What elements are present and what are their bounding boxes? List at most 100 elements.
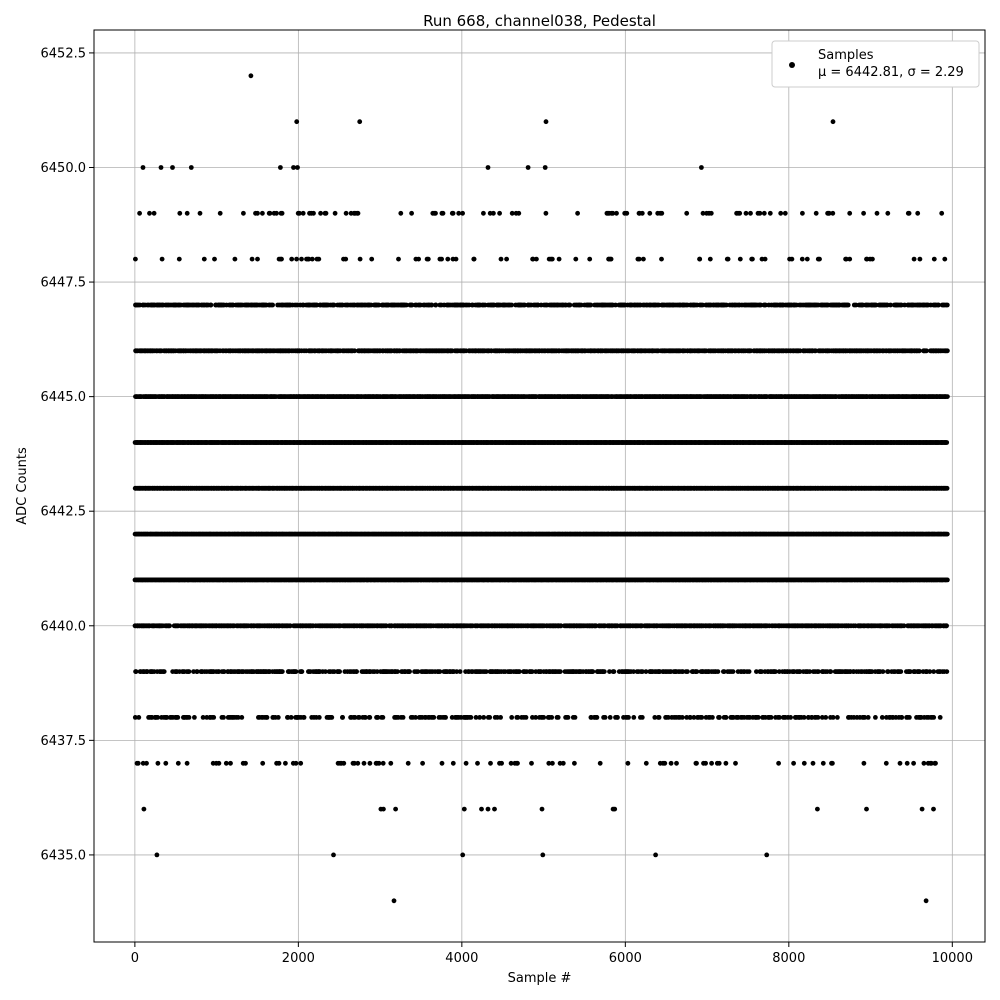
sample-point	[374, 669, 380, 674]
sample-point	[631, 715, 637, 720]
sample-point	[533, 715, 539, 720]
sample-point	[835, 715, 840, 720]
sample-point	[937, 715, 943, 720]
sample-point	[367, 760, 373, 766]
sample-point	[361, 760, 367, 766]
sample-point	[899, 715, 905, 720]
sample-point	[475, 760, 480, 766]
sample-point	[626, 715, 631, 720]
sample-point	[316, 715, 322, 720]
sample-point	[132, 715, 138, 720]
sample-point	[880, 669, 886, 674]
sample-point	[367, 715, 373, 720]
sample-point	[797, 669, 803, 674]
sample-point	[515, 715, 521, 720]
sample-point	[541, 715, 547, 720]
sample-point	[555, 715, 561, 720]
sample-point	[299, 669, 305, 674]
sample-point	[283, 760, 288, 766]
sample-point	[665, 715, 671, 720]
sample-point	[164, 715, 170, 720]
sample-point	[354, 669, 359, 674]
sample-point	[625, 760, 631, 766]
sample-point	[865, 715, 871, 720]
sample-point	[517, 669, 522, 674]
sample-point	[694, 669, 700, 674]
sample-point	[260, 760, 266, 766]
sample-point	[944, 531, 950, 537]
sample-point	[530, 715, 535, 720]
sample-point	[235, 715, 241, 720]
sample-point	[911, 760, 916, 766]
sample-point	[380, 715, 386, 720]
sample-point	[768, 715, 774, 720]
sample-point	[710, 715, 715, 720]
sample-point	[759, 669, 764, 674]
sample-point	[405, 760, 411, 766]
sample-point	[494, 715, 500, 720]
sample-point	[816, 669, 821, 674]
sample-point	[450, 760, 456, 766]
sample-point	[288, 715, 294, 720]
sample-point	[293, 760, 299, 766]
sample-point	[355, 760, 361, 766]
sample-point	[944, 623, 949, 629]
sample-point	[927, 669, 933, 674]
sample-point	[508, 760, 514, 766]
sample-point	[885, 669, 891, 674]
sample-point	[341, 760, 347, 766]
sample-point	[437, 669, 443, 674]
sample-point	[898, 669, 904, 674]
sample-point	[550, 760, 555, 766]
sample-point	[944, 669, 950, 674]
sample-point	[791, 760, 796, 766]
sample-point	[163, 760, 169, 766]
sample-point	[192, 715, 197, 720]
sample-point	[515, 760, 520, 766]
sample-point	[415, 669, 421, 674]
sample-point	[483, 669, 489, 674]
sample-point	[746, 669, 752, 674]
sample-point	[921, 760, 927, 766]
sample-point	[643, 760, 649, 766]
sample-point	[716, 760, 722, 766]
sample-point	[298, 760, 304, 766]
sample-point	[487, 715, 493, 720]
sample-point	[709, 760, 714, 766]
sample-point	[498, 715, 503, 720]
sample-point	[776, 760, 781, 766]
sample-point	[815, 715, 821, 720]
sample-point	[243, 760, 248, 766]
sample-point	[904, 760, 910, 766]
sample-point	[755, 715, 761, 720]
sample-point	[340, 715, 345, 720]
sample-point	[662, 760, 668, 766]
sample-point	[777, 715, 782, 720]
sample-point	[830, 760, 835, 766]
sample-point	[161, 669, 167, 674]
sample-point	[572, 715, 578, 720]
sample-point	[509, 715, 515, 720]
sample-point	[828, 669, 834, 674]
sample-point	[457, 669, 463, 674]
sample-point	[352, 715, 358, 720]
sample-point	[276, 760, 282, 766]
sample-point	[601, 669, 607, 674]
sample-point	[376, 760, 382, 766]
sample-point	[140, 760, 146, 766]
sample-point	[431, 715, 437, 720]
sample-point	[239, 715, 245, 720]
sample-point	[546, 760, 552, 766]
sample-point	[820, 760, 826, 766]
sample-point	[558, 623, 564, 629]
sample-point	[167, 623, 173, 629]
sample-point	[730, 669, 736, 674]
sample-point	[211, 715, 217, 720]
sample-point	[186, 669, 192, 674]
sample-point	[668, 760, 674, 766]
sample-point	[901, 623, 907, 629]
sample-point	[862, 715, 868, 720]
sample-point	[776, 669, 782, 674]
sample-point	[754, 669, 759, 674]
